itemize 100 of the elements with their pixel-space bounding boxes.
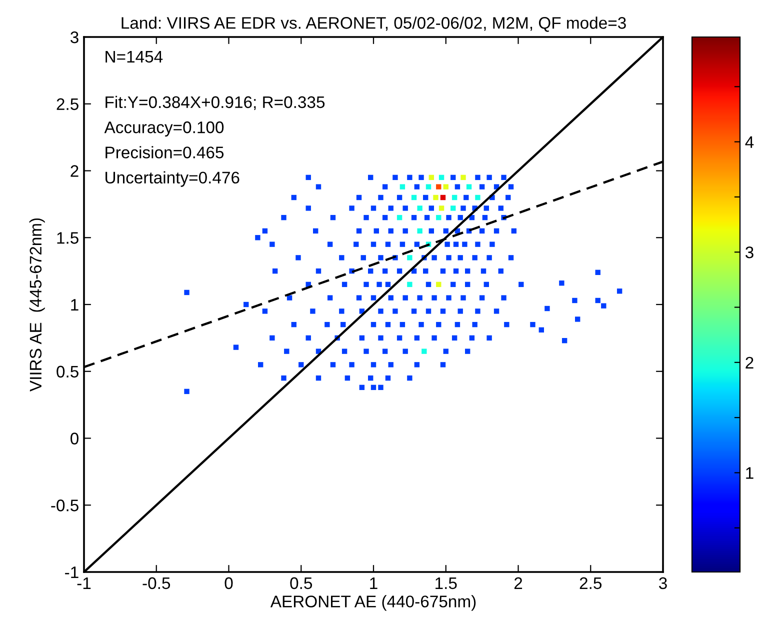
point [417, 206, 422, 211]
point [440, 362, 446, 368]
point [458, 255, 463, 260]
point [443, 348, 448, 354]
point [392, 308, 398, 314]
point [498, 206, 504, 211]
point [436, 282, 442, 288]
point [504, 322, 510, 328]
point [392, 174, 398, 180]
point [440, 194, 446, 200]
point [370, 295, 376, 300]
point [544, 306, 550, 312]
point [370, 322, 376, 328]
point [616, 288, 622, 294]
point [396, 268, 402, 274]
point [306, 335, 311, 341]
point [508, 255, 514, 260]
point [475, 308, 480, 314]
point [354, 242, 359, 247]
point [595, 298, 600, 304]
color-bar-label: 2 [746, 356, 754, 368]
point [466, 184, 472, 190]
point [368, 174, 374, 180]
point [382, 214, 388, 220]
point [486, 174, 492, 180]
point [385, 375, 391, 381]
annotation: Fit:Y=0.384X+0.916; R=0.335 [106, 96, 325, 110]
y-tick-label: -1 [65, 566, 78, 578]
point [572, 298, 578, 304]
point [559, 280, 564, 286]
point [450, 174, 456, 180]
point [432, 335, 437, 341]
point [417, 228, 422, 234]
point [475, 242, 480, 247]
point [424, 214, 430, 220]
point [356, 194, 362, 200]
point [438, 174, 444, 180]
point [313, 228, 318, 234]
point [359, 384, 365, 390]
point [388, 295, 394, 300]
x-tick-label: 1 [370, 577, 378, 589]
point [443, 228, 448, 234]
point [378, 308, 384, 314]
point [378, 255, 384, 260]
point [388, 206, 394, 211]
point [595, 270, 600, 275]
point [411, 214, 417, 220]
point [538, 327, 544, 333]
point [396, 335, 402, 341]
point [428, 174, 434, 180]
y-tick-label: 2 [70, 165, 78, 177]
point [378, 194, 384, 200]
y-tick-label: -0.5 [51, 500, 78, 512]
point [446, 255, 452, 260]
point [385, 322, 391, 328]
point [498, 268, 504, 274]
point [453, 242, 459, 247]
point [464, 348, 470, 354]
point [482, 214, 488, 220]
point [364, 282, 369, 288]
point [370, 206, 376, 211]
point [436, 322, 442, 328]
point [444, 242, 450, 247]
y-tick-label: 0.5 [56, 366, 78, 378]
point [272, 268, 278, 274]
point [460, 206, 466, 211]
point [330, 362, 336, 368]
point [426, 282, 432, 288]
point [368, 268, 374, 274]
point [400, 322, 406, 328]
point [342, 348, 348, 354]
y-tick-label: 1 [71, 299, 78, 311]
x-tick-label: 0.5 [290, 577, 312, 590]
point [407, 255, 412, 260]
point [270, 335, 275, 341]
point [414, 184, 420, 190]
point [469, 335, 475, 341]
point [426, 308, 432, 314]
point [270, 242, 275, 247]
point [414, 335, 420, 341]
point [407, 375, 412, 381]
point [411, 308, 417, 314]
point [414, 362, 420, 368]
point [286, 295, 292, 300]
chart-title: Land: VIIRS AE EDR vs. AERONET, 05/02-06/02, M2M, QF mode=3 [122, 16, 626, 32]
point [244, 302, 249, 308]
point [330, 214, 336, 220]
point [436, 184, 442, 190]
point [501, 174, 506, 180]
point [388, 362, 394, 368]
point [453, 268, 459, 274]
point [443, 184, 448, 190]
point [385, 282, 391, 288]
x-tick-label: 0 [224, 577, 233, 590]
x-axis-title: AERONET AE (440-675nm) [270, 595, 476, 611]
point [402, 348, 408, 354]
point [402, 206, 408, 211]
point [508, 184, 514, 190]
point [262, 308, 268, 314]
point [324, 322, 330, 328]
